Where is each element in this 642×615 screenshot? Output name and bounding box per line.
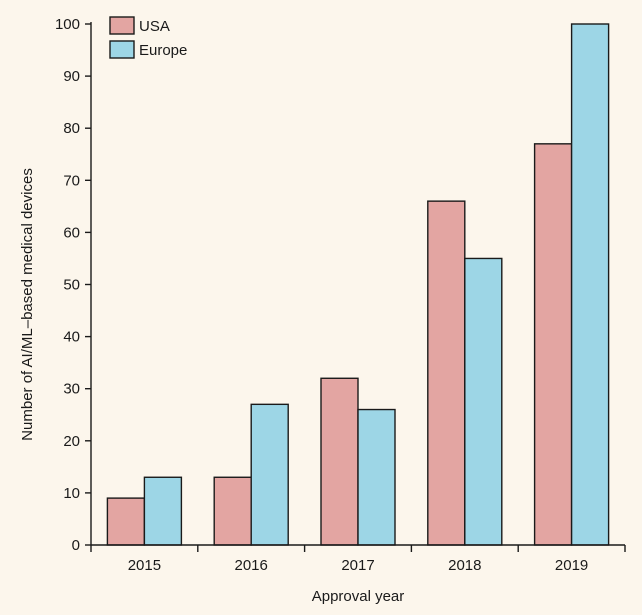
y-tick-label: 10: [63, 485, 80, 502]
bar-europe-2015: [143, 476, 183, 546]
y-tick-label: 60: [63, 224, 80, 241]
x-tick-label: 2018: [448, 557, 481, 574]
x-tick-label: 2016: [235, 557, 268, 574]
x-tick-label: 2019: [555, 557, 588, 574]
y-tick-label: 0: [72, 537, 80, 554]
bar-europe-2016: [250, 403, 289, 546]
bar-usa-2015: [106, 497, 146, 546]
legend-label-europe: Europe: [139, 42, 187, 59]
y-axis-title: Number of AI/ML–based medical devices: [19, 168, 36, 441]
legend-swatch-usa: [109, 16, 135, 35]
y-tick-label: 50: [63, 277, 80, 294]
axes-layer: 0 10 20 30 40 50 60 70 80 90 100 2015 2016 2017 2018 20…: [55, 16, 626, 574]
x-axis-title: Approval year: [312, 588, 405, 605]
bar-usa-2018: [427, 200, 466, 546]
y-tick-label: 70: [63, 172, 80, 189]
bar-usa-2017: [320, 377, 359, 546]
legend-swatch-europe: [109, 40, 135, 59]
y-tick-label: 90: [63, 68, 80, 85]
bar-usa-2016: [213, 476, 252, 546]
y-tick-label: 20: [63, 433, 80, 450]
y-tick-label: 100: [55, 16, 80, 33]
x-tick-label: 2015: [128, 557, 161, 574]
y-tick-label: 80: [63, 120, 80, 137]
legend-label-usa: USA: [139, 18, 170, 35]
bar-europe-2017: [357, 408, 396, 546]
legend: USA Europe: [109, 16, 187, 59]
x-tick-label: 2017: [341, 557, 374, 574]
y-tick-label: 40: [63, 329, 80, 346]
bar-europe-2019: [570, 23, 610, 546]
y-tick-label: 30: [63, 381, 80, 398]
bar-europe-2018: [464, 257, 503, 546]
bar-usa-2019: [533, 143, 573, 546]
bars-layer: [106, 23, 610, 546]
